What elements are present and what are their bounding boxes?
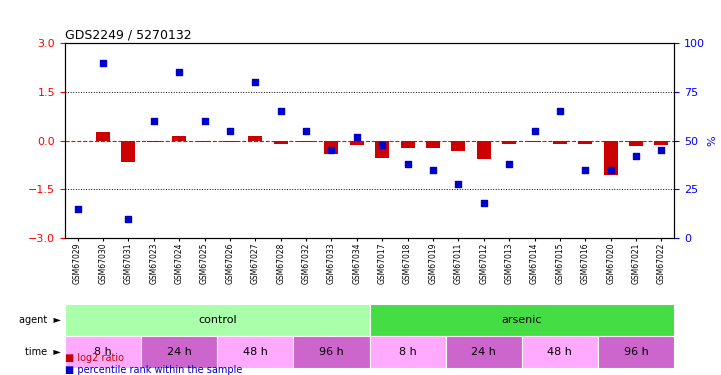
- Bar: [324, 141, 338, 154]
- Bar: [369, 304, 674, 336]
- Point: [528, 128, 540, 134]
- Point: [630, 153, 642, 159]
- Bar: [65, 336, 141, 368]
- Text: 48 h: 48 h: [243, 346, 267, 357]
- Point: [300, 128, 311, 134]
- Text: control: control: [198, 315, 236, 325]
- Text: 8 h: 8 h: [94, 346, 112, 357]
- Point: [148, 118, 159, 124]
- Point: [376, 141, 388, 147]
- Bar: [223, 141, 237, 142]
- Point: [580, 167, 591, 173]
- Point: [97, 60, 109, 66]
- Text: 8 h: 8 h: [399, 346, 417, 357]
- Point: [478, 200, 490, 206]
- Text: GDS2249 / 5270132: GDS2249 / 5270132: [65, 29, 192, 42]
- Bar: [172, 136, 186, 141]
- Bar: [426, 141, 440, 148]
- Point: [249, 79, 261, 85]
- Bar: [477, 141, 491, 159]
- Point: [123, 216, 134, 222]
- Bar: [655, 141, 668, 145]
- Point: [402, 161, 413, 167]
- Bar: [522, 336, 598, 368]
- Y-axis label: %: %: [707, 135, 717, 146]
- Bar: [96, 132, 110, 141]
- Bar: [217, 336, 293, 368]
- Point: [351, 134, 363, 140]
- Point: [199, 118, 211, 124]
- Text: 24 h: 24 h: [167, 346, 192, 357]
- Text: ■ percentile rank within the sample: ■ percentile rank within the sample: [65, 365, 242, 375]
- Point: [72, 206, 84, 212]
- Bar: [369, 336, 446, 368]
- Bar: [375, 141, 389, 158]
- Point: [655, 147, 667, 153]
- Point: [554, 108, 566, 114]
- Text: 96 h: 96 h: [319, 346, 344, 357]
- Bar: [502, 141, 516, 144]
- Bar: [451, 141, 465, 151]
- Bar: [299, 141, 313, 142]
- Point: [173, 69, 185, 75]
- Bar: [274, 141, 288, 144]
- Bar: [598, 336, 674, 368]
- Text: 48 h: 48 h: [547, 346, 572, 357]
- Bar: [293, 336, 369, 368]
- Bar: [528, 141, 541, 142]
- Point: [428, 167, 439, 173]
- Bar: [248, 136, 262, 141]
- Text: 24 h: 24 h: [472, 346, 496, 357]
- Bar: [65, 304, 369, 336]
- Text: ■ log2 ratio: ■ log2 ratio: [65, 353, 124, 363]
- Text: arsenic: arsenic: [502, 315, 542, 325]
- Bar: [141, 336, 217, 368]
- Bar: [401, 141, 415, 148]
- Bar: [350, 141, 364, 145]
- Point: [503, 161, 515, 167]
- Bar: [121, 141, 136, 162]
- Bar: [578, 141, 592, 144]
- Text: agent  ►: agent ►: [19, 315, 61, 325]
- Bar: [629, 141, 643, 147]
- Point: [224, 128, 236, 134]
- Point: [275, 108, 286, 114]
- Bar: [198, 141, 211, 142]
- Point: [605, 167, 616, 173]
- Point: [326, 147, 337, 153]
- Text: 96 h: 96 h: [624, 346, 648, 357]
- Bar: [147, 141, 161, 142]
- Bar: [553, 141, 567, 144]
- Bar: [603, 141, 618, 175]
- Bar: [446, 336, 522, 368]
- Point: [453, 180, 464, 186]
- Text: time  ►: time ►: [25, 346, 61, 357]
